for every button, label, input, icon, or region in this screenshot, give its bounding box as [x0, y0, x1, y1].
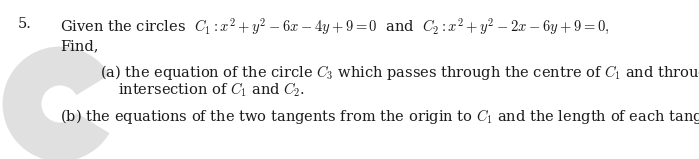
Text: intersection of $C_1$ and $C_2$.: intersection of $C_1$ and $C_2$.: [118, 81, 305, 100]
Text: Find,: Find,: [60, 39, 99, 53]
Text: (a) the equation of the circle $C_3$ which passes through the centre of $C_1$ an: (a) the equation of the circle $C_3$ whi…: [100, 63, 699, 82]
Text: Given the circles  $C_1: x^2 + y^2 - 6x - 4y + 9 = 0$  and  $C_2: x^2 + y^2 - 2x: Given the circles $C_1: x^2 + y^2 - 6x -…: [60, 17, 610, 37]
Text: 5.: 5.: [18, 17, 32, 31]
Text: (b) the equations of the two tangents from the origin to $C_1$ and the length of: (b) the equations of the two tangents fr…: [60, 107, 699, 126]
